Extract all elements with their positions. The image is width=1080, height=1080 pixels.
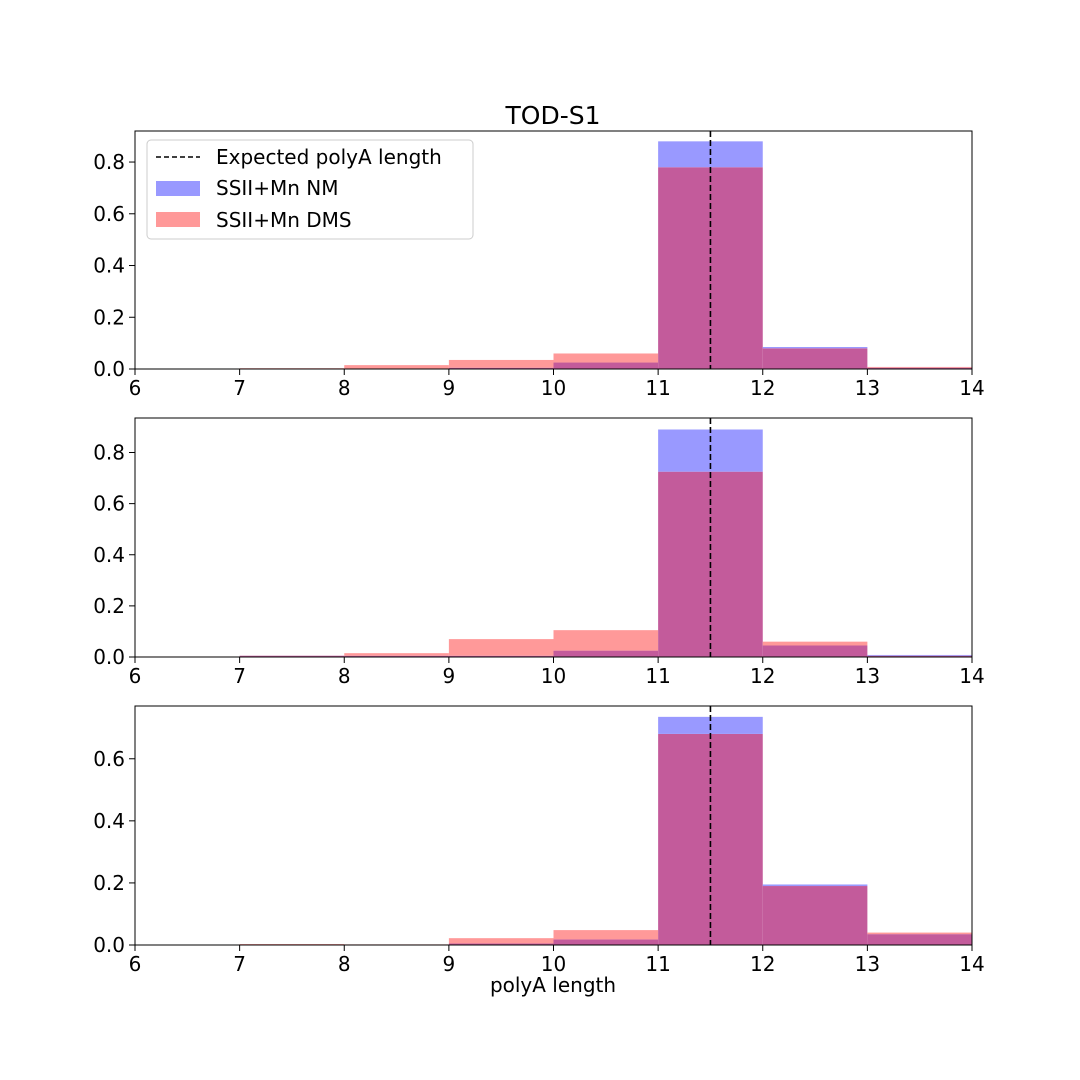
bar-overlap-top-bin-7	[867, 367, 973, 369]
bar-dms-middle-bin-2	[344, 653, 449, 656]
bar-nm-bottom-bin-6	[762, 884, 868, 887]
y-tick-label-bottom: 0.2	[93, 871, 125, 895]
bar-overlap-middle-bin-2	[344, 655, 449, 657]
bar-overlap-middle-bin-6	[762, 645, 868, 657]
legend-label-expected: Expected polyA length	[216, 145, 442, 169]
y-tick-label-middle: 0.4	[93, 543, 125, 567]
bar-overlap-bottom-bin-4	[553, 939, 659, 945]
x-tick-label-bottom: 11	[645, 952, 670, 976]
y-tick-label-bottom: 0.4	[93, 809, 125, 833]
x-tick-label-top: 6	[129, 376, 142, 400]
bar-overlap-middle-bin-1	[239, 655, 345, 657]
x-tick-label-bottom: 10	[541, 952, 566, 976]
y-tick-label-top: 0.8	[93, 150, 125, 174]
x-tick-label-middle: 6	[129, 664, 142, 688]
bar-overlap-bottom-bin-7	[867, 934, 973, 945]
x-tick-label-bottom: 14	[959, 952, 984, 976]
subplot-top: 6 7 8 9 10 11 12 13 14 0.0 0.2 0.4 0.6 0.8	[93, 130, 985, 400]
bar-dms-bottom-bin-3	[448, 938, 554, 944]
x-tick-label-bottom: 9	[443, 952, 456, 976]
x-tick-label-middle: 13	[855, 664, 880, 688]
bar-overlap-top-bin-3	[448, 367, 554, 369]
y-tick-label-middle: 0.2	[93, 594, 125, 618]
subplot-top-x-ticks: 6 7 8 9 10 11 12 13 14	[129, 369, 985, 400]
subplot-middle: 6 7 8 9 10 11 12 13 14 0.0 0.2 0.4 0.6 0.8	[93, 417, 985, 688]
x-tick-label-middle: 8	[338, 664, 351, 688]
subplot-bottom: 6 7 8 9 10 11 12 13 14 0.0 0.2 0.4 0.6	[93, 705, 985, 976]
subplot-top-y-ticks: 0.0 0.2 0.4 0.6 0.8	[93, 150, 135, 381]
bar-dms-top-bin-7	[867, 366, 973, 368]
bar-nm-top-bin-6	[762, 347, 868, 349]
bar-overlap-middle-bin-3	[448, 655, 554, 657]
x-tick-label-top: 11	[645, 376, 670, 400]
x-tick-label-middle: 10	[541, 664, 566, 688]
y-tick-label-middle: 0.6	[93, 492, 125, 516]
bar-overlap-middle-bin-4	[553, 650, 659, 657]
bar-overlap-middle-bin-7	[867, 655, 973, 657]
bar-dms-top-bin-3	[448, 359, 554, 368]
x-axis-label: polyA length	[490, 973, 616, 997]
bar-dms-middle-bin-4	[553, 630, 659, 651]
legend-nm-swatch	[156, 181, 200, 196]
legend: Expected polyA length SSII+Mn NM SSII+Mn…	[146, 139, 474, 240]
bar-overlap-bottom-bin-3	[448, 943, 554, 945]
y-tick-label-top: 0.6	[93, 202, 125, 226]
x-tick-label-middle: 11	[645, 664, 670, 688]
bar-dms-top-bin-4	[553, 353, 659, 363]
subplot-bottom-x-ticks: 6 7 8 9 10 11 12 13 14	[129, 945, 985, 976]
bar-dms-bottom-bin-7	[867, 932, 973, 935]
bar-overlap-top-bin-6	[762, 348, 868, 369]
legend-box	[146, 139, 474, 240]
bar-dms-bottom-bin-4	[553, 930, 659, 940]
x-tick-label-top: 9	[443, 376, 456, 400]
bar-overlap-bottom-bin-6	[762, 886, 868, 945]
bar-nm-middle-bin-7	[867, 654, 973, 656]
y-tick-label-bottom: 0.0	[93, 933, 125, 957]
bar-dms-top-bin-2	[344, 365, 449, 369]
y-tick-label-top: 0.4	[93, 254, 125, 278]
subplot-bottom-y-ticks: 0.0 0.2 0.4 0.6	[93, 747, 135, 957]
subplot-bottom-bars	[239, 716, 973, 945]
x-tick-label-bottom: 6	[129, 952, 142, 976]
legend-label-dms: SSII+Mn DMS	[216, 208, 352, 232]
y-tick-label-bottom: 0.6	[93, 747, 125, 771]
y-tick-label-middle: 0.8	[93, 441, 125, 465]
legend-dms-swatch	[156, 212, 200, 227]
legend-label-nm: SSII+Mn NM	[216, 176, 338, 200]
bar-dms-middle-bin-6	[762, 641, 868, 646]
bar-overlap-top-bin-4	[553, 362, 659, 369]
chart-title: TOD-S1	[505, 101, 601, 130]
x-tick-label-top: 13	[855, 376, 880, 400]
x-tick-label-bottom: 8	[338, 952, 351, 976]
x-tick-label-middle: 7	[233, 664, 246, 688]
x-tick-label-middle: 12	[750, 664, 775, 688]
y-tick-label-top: 0.2	[93, 305, 125, 329]
subplot-middle-y-ticks: 0.0 0.2 0.4 0.6 0.8	[93, 441, 135, 669]
subplot-middle-x-ticks: 6 7 8 9 10 11 12 13 14	[129, 657, 985, 688]
x-tick-label-top: 12	[750, 376, 775, 400]
y-tick-label-middle: 0.0	[93, 645, 125, 669]
x-tick-label-top: 10	[541, 376, 566, 400]
x-tick-label-top: 7	[233, 376, 246, 400]
x-tick-label-top: 14	[959, 376, 984, 400]
x-tick-label-bottom: 13	[855, 952, 880, 976]
x-tick-label-middle: 14	[959, 664, 984, 688]
x-tick-label-bottom: 12	[750, 952, 775, 976]
bar-dms-middle-bin-3	[448, 639, 554, 656]
y-tick-label-top: 0.0	[93, 357, 125, 381]
x-tick-label-middle: 9	[443, 664, 456, 688]
x-tick-label-bottom: 7	[233, 952, 246, 976]
x-tick-label-top: 8	[338, 376, 351, 400]
